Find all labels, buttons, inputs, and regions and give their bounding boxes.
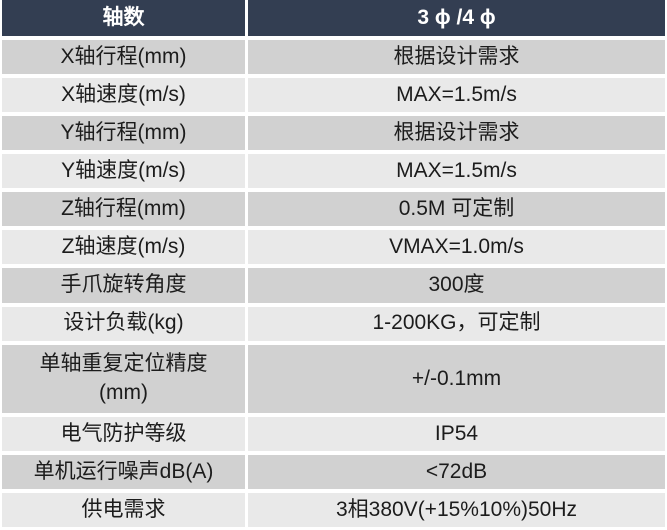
row-label: 供电需求 [2,492,245,528]
row-label: 单机运行噪声dB(A) [2,454,245,489]
table-header-row: 轴数 3 ɸ /4 ɸ [2,0,665,36]
row-value: 3相380V(+15%10%)50Hz [248,492,665,528]
row-label: 设计负载(kg) [2,306,245,341]
row-value: 1-200KG，可定制 [248,306,665,341]
row-value: MAX=1.5m/s [248,154,665,189]
table-row: X轴行程(mm) 根据设计需求 [2,40,665,75]
row-value: IP54 [248,416,665,451]
header-cell-axes: 轴数 [2,0,245,36]
row-label: Y轴速度(m/s) [2,154,245,189]
table-row: 单机运行噪声dB(A) <72dB [2,454,665,489]
table-row: 供电需求 3相380V(+15%10%)50Hz [2,492,665,528]
row-value: 300度 [248,268,665,303]
row-label: Z轴行程(mm) [2,192,245,227]
row-label: Y轴行程(mm) [2,116,245,151]
table-row: 电气防护等级 IP54 [2,416,665,451]
row-label: X轴速度(m/s) [2,78,245,113]
row-value: <72dB [248,454,665,489]
row-value: 0.5M 可定制 [248,192,665,227]
table-row: Z轴速度(m/s) VMAX=1.0m/s [2,230,665,265]
header-cell-phase: 3 ɸ /4 ɸ [248,0,665,36]
table-row: X轴速度(m/s) MAX=1.5m/s [2,78,665,113]
row-value: VMAX=1.0m/s [248,230,665,265]
table-row: 设计负载(kg) 1-200KG，可定制 [2,306,665,341]
row-value: 根据设计需求 [248,116,665,151]
row-value: 根据设计需求 [248,40,665,75]
table-row: Y轴速度(m/s) MAX=1.5m/s [2,154,665,189]
table-row: Y轴行程(mm) 根据设计需求 [2,116,665,151]
table-row: 单轴重复定位精度 (mm) +/-0.1mm [2,344,665,413]
row-value: MAX=1.5m/s [248,78,665,113]
row-label: Z轴速度(m/s) [2,230,245,265]
row-label: 手爪旋转角度 [2,268,245,303]
row-label: X轴行程(mm) [2,40,245,75]
row-value: +/-0.1mm [248,344,665,413]
table-row: 手爪旋转角度 300度 [2,268,665,303]
row-label: 电气防护等级 [2,416,245,451]
table-row: Z轴行程(mm) 0.5M 可定制 [2,192,665,227]
row-label: 单轴重复定位精度 (mm) [2,344,245,413]
